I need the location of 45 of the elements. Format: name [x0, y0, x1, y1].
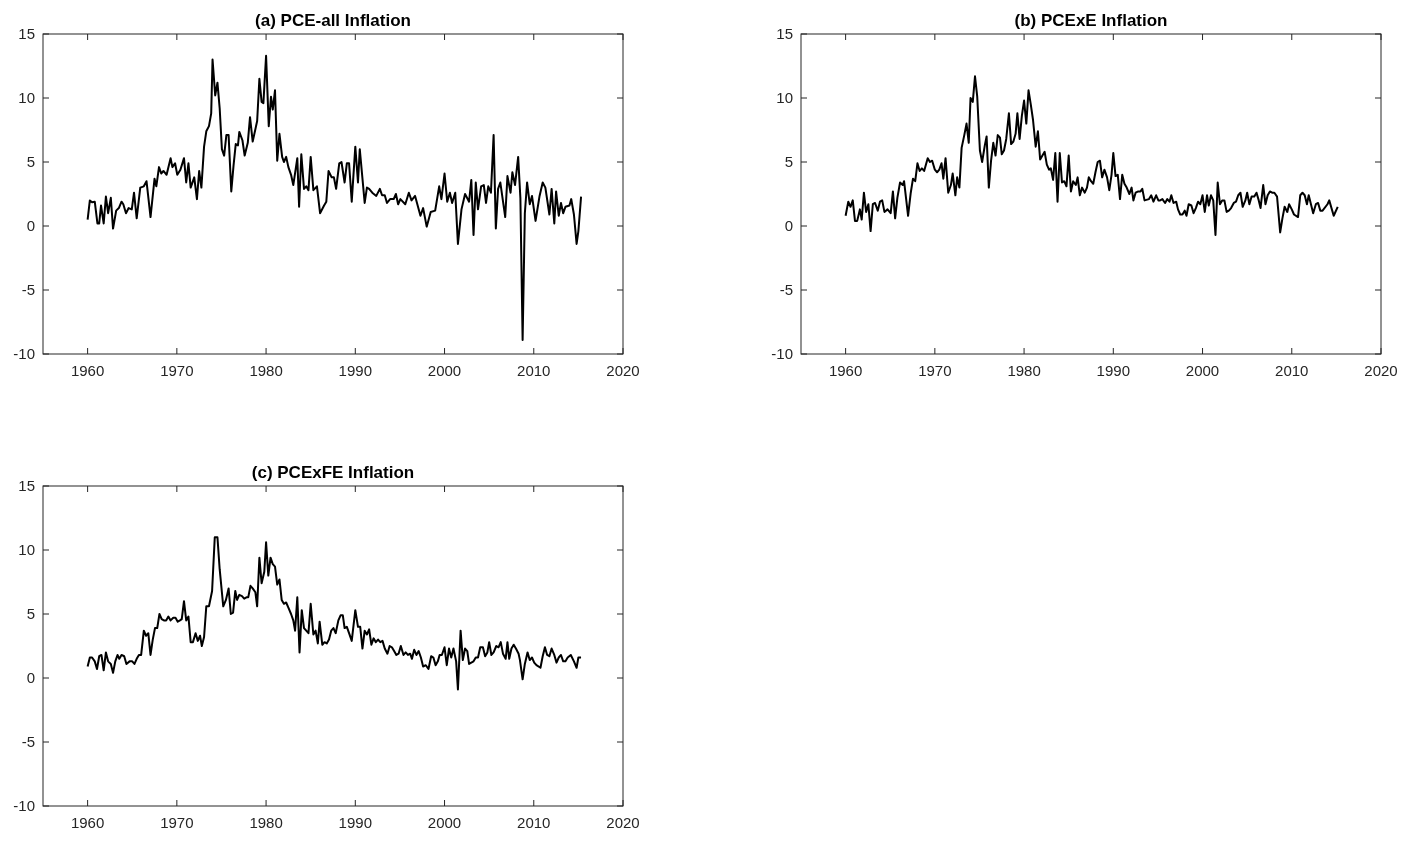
- x-tick-label: 1990: [1096, 362, 1130, 379]
- x-tick-label: 1970: [918, 362, 952, 379]
- x-tick-label: 2000: [427, 362, 462, 379]
- y-tick-label: 10: [18, 541, 35, 559]
- y-tick-label: 10: [776, 89, 793, 107]
- x-tick-label: 2010: [1275, 362, 1309, 379]
- x-tick-label: 1970: [160, 362, 194, 379]
- y-tick-label: -10: [13, 797, 35, 815]
- x-tick-label: 1960: [70, 362, 105, 379]
- x-tick-label: 2000: [427, 814, 462, 831]
- y-tick-label: 5: [26, 605, 35, 623]
- y-tick-label: -5: [21, 733, 35, 751]
- chart-title: (c) PCExFE Inflation: [251, 463, 415, 482]
- line-series: [86, 536, 583, 691]
- x-tick-label: 2000: [1185, 362, 1220, 379]
- line-series: [86, 54, 583, 341]
- y-tick-label: -5: [779, 281, 793, 299]
- y-tick-label: 15: [18, 25, 35, 43]
- x-tick-label: 1970: [160, 814, 194, 831]
- x-tick-label: 2010: [517, 362, 551, 379]
- y-tick-label: 15: [18, 477, 35, 495]
- chart-title: (a) PCE-all Inflation: [255, 11, 411, 30]
- y-tick-label: 0: [784, 217, 793, 235]
- y-tick-label: 10: [18, 89, 35, 107]
- line-series: [844, 75, 1339, 236]
- y-tick-label: -5: [21, 281, 35, 299]
- y-tick-label: 0: [26, 669, 35, 687]
- y-tick-label: 5: [784, 153, 793, 171]
- x-tick-label: 1980: [249, 362, 283, 379]
- y-tick-label: -10: [13, 345, 35, 363]
- chart-title: (b) PCExE Inflation: [1014, 11, 1168, 30]
- y-tick-label: -10: [771, 345, 793, 363]
- x-tick-label: 1960: [828, 362, 863, 379]
- x-tick-label: 1960: [70, 814, 105, 831]
- x-tick-label: 1990: [338, 362, 372, 379]
- y-tick-label: 0: [26, 217, 35, 235]
- x-tick-label: 2010: [517, 814, 551, 831]
- x-tick-label: 1980: [1007, 362, 1041, 379]
- y-tick-label: 15: [776, 25, 793, 43]
- x-tick-label: 2020: [606, 362, 640, 379]
- x-tick-label: 1980: [249, 814, 283, 831]
- y-tick-label: 5: [26, 153, 35, 171]
- x-tick-label: 2020: [606, 814, 640, 831]
- x-tick-label: 1990: [338, 814, 372, 831]
- x-tick-label: 2020: [1364, 362, 1398, 379]
